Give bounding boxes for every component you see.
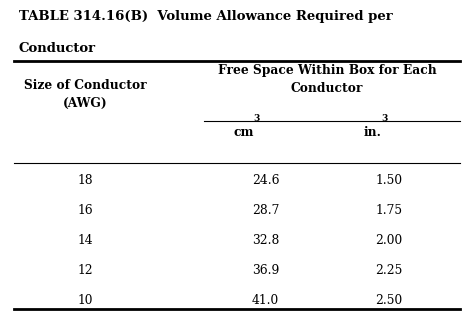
Text: 24.6: 24.6 [252, 174, 279, 187]
Text: Conductor: Conductor [19, 42, 96, 55]
Text: 1.50: 1.50 [375, 174, 402, 187]
Text: 32.8: 32.8 [252, 234, 279, 247]
Text: cm: cm [233, 126, 254, 138]
Text: 16: 16 [78, 204, 93, 217]
Text: 12: 12 [78, 264, 93, 277]
Text: 3: 3 [254, 114, 260, 123]
Text: 2.50: 2.50 [375, 294, 402, 307]
Text: 3: 3 [382, 114, 388, 123]
Text: 18: 18 [78, 174, 93, 187]
Text: 36.9: 36.9 [252, 264, 279, 277]
Text: 10: 10 [78, 294, 93, 307]
Text: 2.25: 2.25 [375, 264, 402, 277]
Text: in.: in. [364, 126, 382, 138]
Text: 28.7: 28.7 [252, 204, 279, 217]
Text: TABLE 314.16(B)  Volume Allowance Required per: TABLE 314.16(B) Volume Allowance Require… [19, 10, 393, 23]
Text: 14: 14 [78, 234, 93, 247]
Text: 2.00: 2.00 [375, 234, 402, 247]
Text: 1.75: 1.75 [375, 204, 402, 217]
Text: Free Space Within Box for Each
Conductor: Free Space Within Box for Each Conductor [218, 64, 437, 95]
Text: Size of Conductor
(AWG): Size of Conductor (AWG) [24, 79, 146, 110]
Text: 41.0: 41.0 [252, 294, 279, 307]
